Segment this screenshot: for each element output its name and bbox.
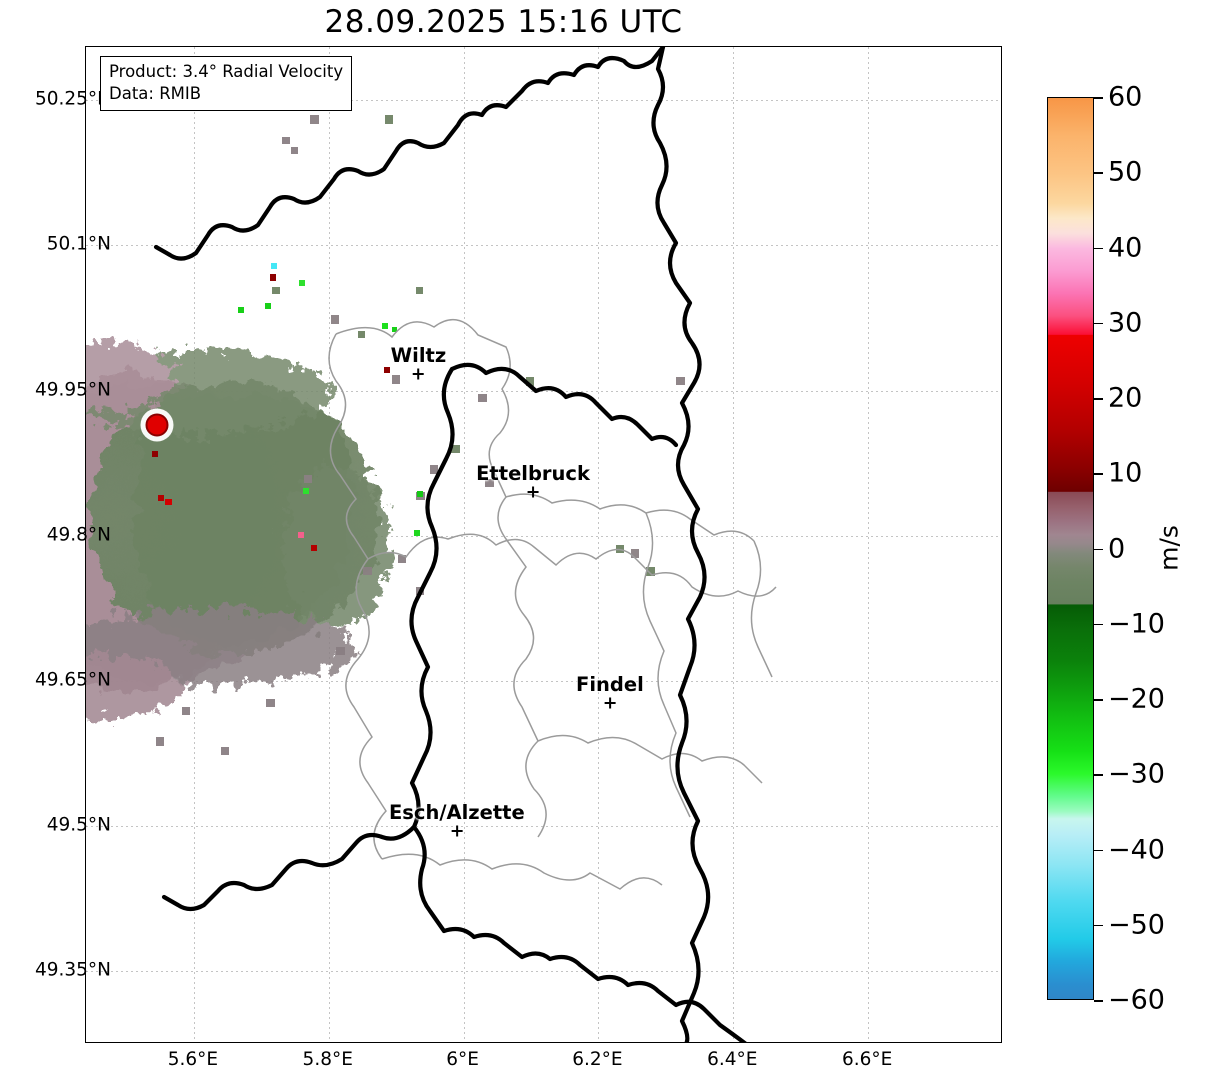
lon-tick-label-2: 6°E bbox=[446, 1049, 479, 1070]
colorbar-tick-label-4: 20 bbox=[1108, 382, 1143, 414]
colorbar-tick-label-0: 60 bbox=[1108, 81, 1143, 113]
colorbar-tick-5 bbox=[1094, 473, 1103, 475]
colorbar-tick-0 bbox=[1094, 97, 1103, 99]
colorbar-tick-label-9: −30 bbox=[1108, 758, 1165, 790]
gridline-lat-0 bbox=[86, 100, 1001, 102]
colorbar-tick-label-3: 30 bbox=[1108, 307, 1143, 339]
lat-tick-label-2: 49.95°N bbox=[34, 379, 111, 401]
colorbar-tick-7 bbox=[1094, 623, 1103, 626]
colorbar-tick-label-2: 40 bbox=[1108, 232, 1143, 263]
lat-tick-label-4: 49.65°N bbox=[34, 669, 111, 691]
lon-tick-label-1: 5.8°E bbox=[302, 1049, 353, 1070]
lon-tick-label-5: 6.6°E bbox=[841, 1049, 893, 1070]
gridline-lon-2 bbox=[463, 47, 465, 1042]
gridline-lat-3 bbox=[86, 535, 1001, 537]
colorbar-tick-label-11: −50 bbox=[1108, 909, 1165, 941]
colorbar-unit-label: m/s bbox=[1154, 525, 1184, 571]
gridline-lat-1 bbox=[86, 245, 1001, 247]
colorbar-tick-6 bbox=[1094, 548, 1103, 551]
colorbar-tick-1 bbox=[1094, 172, 1103, 174]
colorbar-tick-9 bbox=[1094, 774, 1103, 776]
lat-tick-label-3: 49.8°N bbox=[46, 524, 111, 546]
gridline-lon-3 bbox=[598, 47, 600, 1042]
colorbar-tick-11 bbox=[1094, 924, 1103, 927]
gridline-lat-2 bbox=[86, 390, 1001, 392]
page-title: 28.09.2025 15:16 UTC bbox=[324, 4, 683, 40]
velocity-colorbar: 60 50 40 30 20 10 0 −10 −20 −30 −40 −50 −60 bbox=[1047, 82, 1165, 1016]
lon-tick-label-3: 6.2°E bbox=[572, 1049, 623, 1070]
info-product-line: Product: 3.4° Radial Velocity bbox=[109, 62, 344, 81]
colorbar-tick-4 bbox=[1094, 398, 1103, 400]
colorbar-tick-8 bbox=[1094, 699, 1103, 701]
product-info-box: Product: 3.4° Radial Velocity Data: RMIB bbox=[100, 56, 353, 111]
colorbar-tick-label-7: −10 bbox=[1108, 608, 1165, 640]
gridline-lon-5 bbox=[868, 47, 870, 1042]
lon-tick-label-0: 5.6°E bbox=[167, 1049, 219, 1070]
colorbar-tick-12 bbox=[1094, 1000, 1103, 1002]
gridline-lat-6 bbox=[86, 971, 1001, 973]
colorbar-tick-10 bbox=[1094, 849, 1103, 852]
radar-site-marker bbox=[145, 413, 169, 437]
radar-echo-layer bbox=[86, 115, 685, 755]
lat-tick-label-6: 49.35°N bbox=[34, 959, 111, 981]
gridline-lon-4 bbox=[733, 47, 735, 1042]
national-border bbox=[153, 47, 747, 1042]
lon-tick-label-4: 6.4°E bbox=[707, 1049, 758, 1070]
gridline-lat-4 bbox=[86, 681, 1001, 682]
district-boundaries bbox=[328, 318, 777, 890]
colorbar-tick-2 bbox=[1094, 247, 1103, 250]
lat-tick-label-1: 50.1°N bbox=[46, 233, 111, 255]
map-clip-region: Wiltz Ettelbruck Findel Esch/Alzette Produc… bbox=[86, 47, 1001, 1042]
colorbar-tick-label-12: −60 bbox=[1108, 984, 1165, 1016]
radar-map-plot: Wiltz Ettelbruck Findel Esch/Alzette Produc… bbox=[85, 46, 1002, 1043]
colorbar-gradient bbox=[1047, 97, 1094, 1000]
colorbar-tick-label-10: −40 bbox=[1108, 834, 1165, 865]
lat-tick-label-0: 50.25°N bbox=[34, 88, 111, 110]
colorbar-tick-label-1: 50 bbox=[1108, 156, 1143, 188]
info-data-line: Data: RMIB bbox=[109, 83, 202, 103]
colorbar-tick-label-5: 10 bbox=[1108, 457, 1143, 489]
lat-tick-label-5: 49.5°N bbox=[46, 814, 111, 836]
map-boundaries-layer bbox=[153, 47, 777, 1042]
colorbar-tick-3 bbox=[1094, 322, 1103, 325]
colorbar-tick-label-8: −20 bbox=[1108, 683, 1165, 715]
colorbar-tick-label-6: 0 bbox=[1108, 533, 1126, 564]
